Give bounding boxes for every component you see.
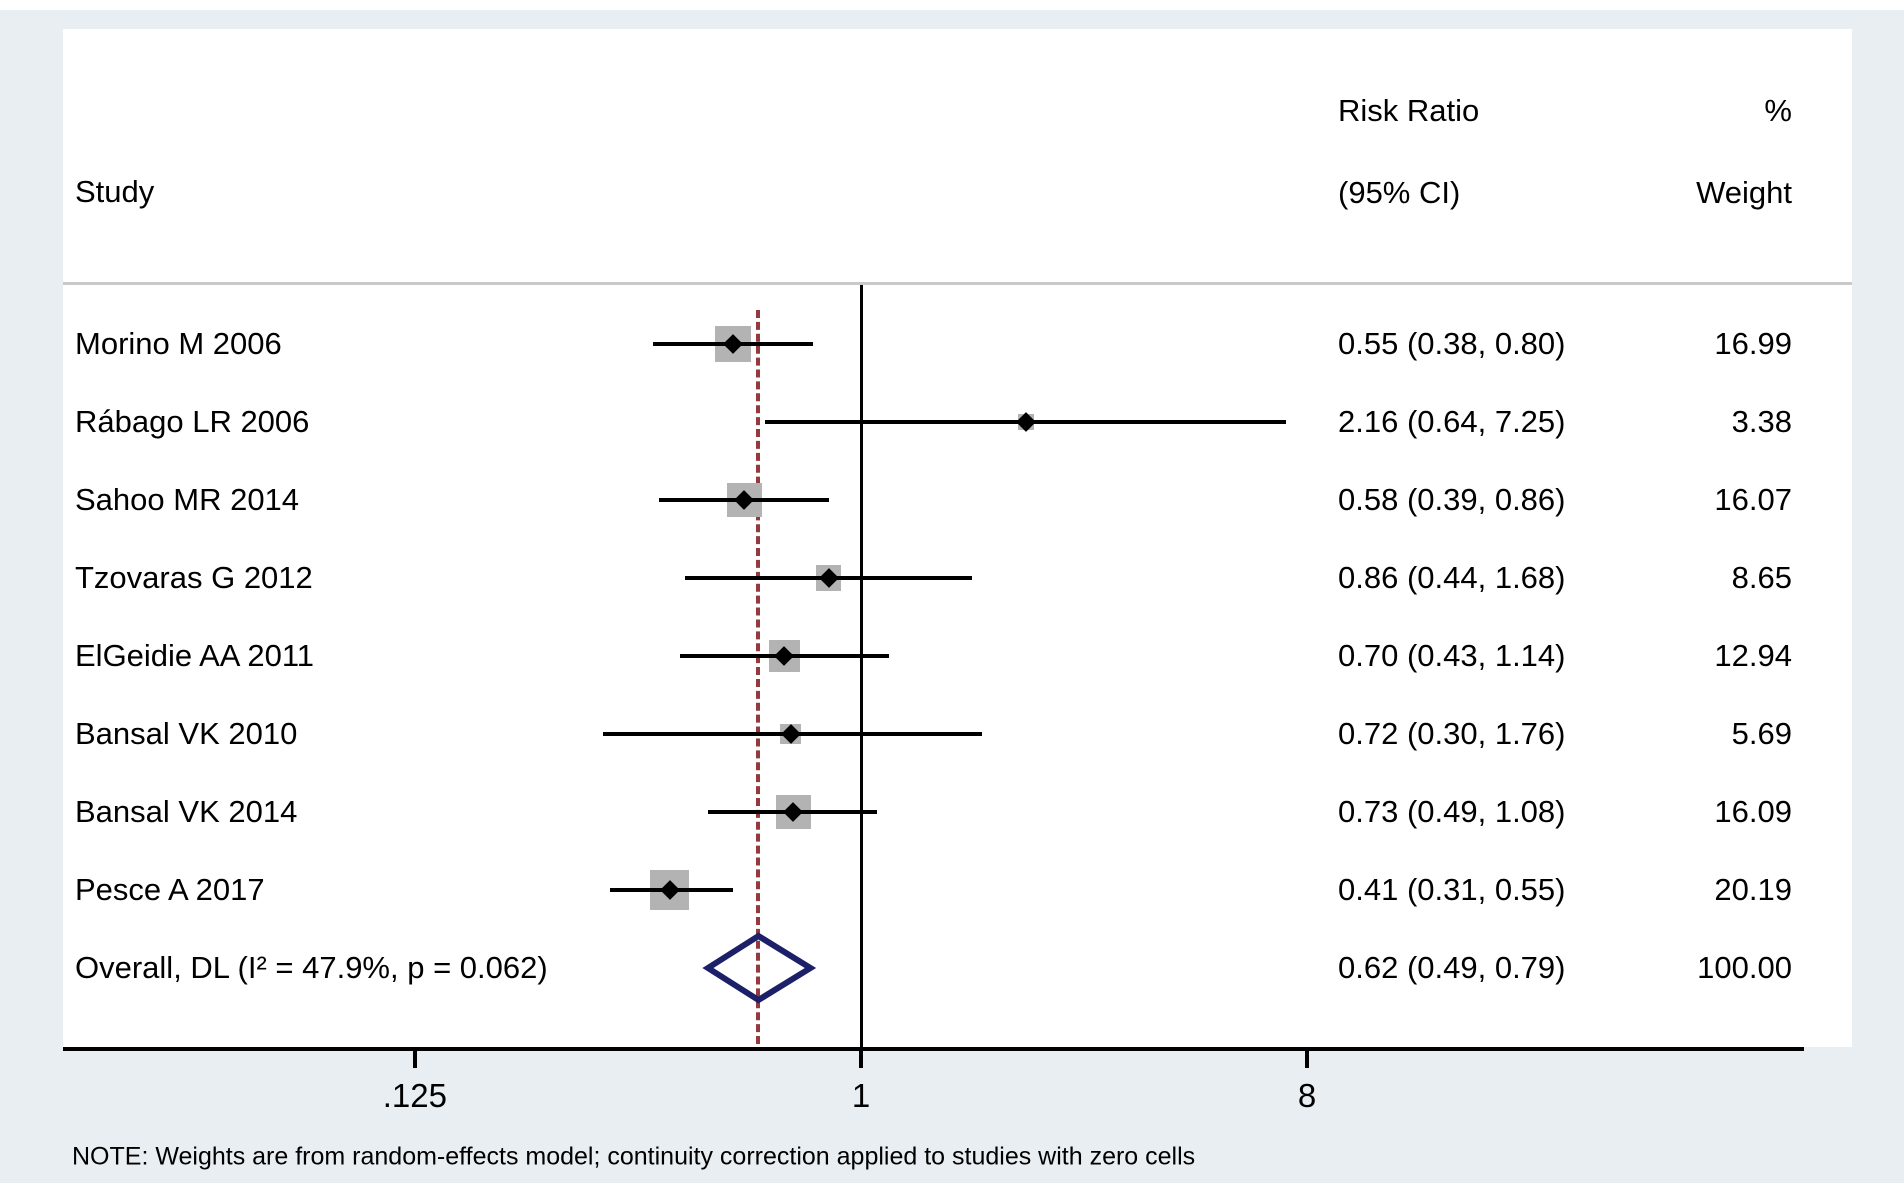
axis-tick	[1305, 1047, 1310, 1068]
weight-value: 16.99	[1714, 326, 1792, 361]
column-header-risk-ratio: Risk Ratio	[1338, 93, 1480, 128]
weight-value: 8.65	[1731, 560, 1792, 595]
study-label: Bansal VK 2014	[75, 794, 298, 829]
top-edge-strip	[0, 0, 1904, 10]
column-header-study: Study	[75, 174, 155, 209]
risk-ratio-value: 0.86 (0.44, 1.68)	[1338, 560, 1566, 595]
x-axis-line	[63, 1047, 1804, 1051]
axis-tick	[859, 1047, 863, 1068]
overall-weight-value: 100.00	[1697, 950, 1792, 985]
weight-value: 3.38	[1731, 404, 1792, 439]
header-separator	[63, 282, 1852, 285]
risk-ratio-value: 0.55 (0.38, 0.80)	[1338, 326, 1566, 361]
axis-tick	[412, 1047, 417, 1068]
risk-ratio-value: 0.70 (0.43, 1.14)	[1338, 638, 1566, 673]
weight-value: 16.09	[1714, 794, 1792, 829]
footnote: NOTE: Weights are from random-effects mo…	[72, 1142, 1196, 1171]
overall-estimate-dashed-line	[756, 310, 761, 1044]
weight-value: 12.94	[1714, 638, 1792, 673]
weight-value: 20.19	[1714, 872, 1792, 907]
risk-ratio-value: 0.41 (0.31, 0.55)	[1338, 872, 1566, 907]
axis-tick-label: .125	[382, 1077, 447, 1114]
study-label: Sahoo MR 2014	[75, 482, 300, 517]
study-label: ElGeidie AA 2011	[75, 638, 314, 673]
overall-label: Overall, DL (I² = 47.9%, p = 0.062)	[75, 950, 548, 985]
study-label: Morino M 2006	[75, 326, 282, 361]
plot-panel	[63, 29, 1852, 1047]
study-label: Rábago LR 2006	[75, 404, 310, 439]
column-header-ci: (95% CI)	[1338, 175, 1461, 210]
study-label: Tzovaras G 2012	[75, 560, 313, 595]
study-label: Pesce A 2017	[75, 872, 265, 907]
risk-ratio-value: 0.72 (0.30, 1.76)	[1338, 716, 1566, 751]
overall-risk-ratio-value: 0.62 (0.49, 0.79)	[1338, 950, 1566, 985]
weight-value: 5.69	[1731, 716, 1792, 751]
weight-value: 16.07	[1714, 482, 1792, 517]
axis-tick-label: 1	[851, 1077, 871, 1114]
risk-ratio-value: 0.58 (0.39, 0.86)	[1338, 482, 1566, 517]
axis-tick-label: 8	[1297, 1077, 1317, 1114]
risk-ratio-value: 0.73 (0.49, 1.08)	[1338, 794, 1566, 829]
risk-ratio-value: 2.16 (0.64, 7.25)	[1338, 404, 1566, 439]
null-effect-line	[859, 285, 863, 1047]
study-label: Bansal VK 2010	[75, 716, 298, 751]
column-header-percent: %	[1764, 93, 1792, 128]
column-header-weight: Weight	[1696, 175, 1792, 210]
